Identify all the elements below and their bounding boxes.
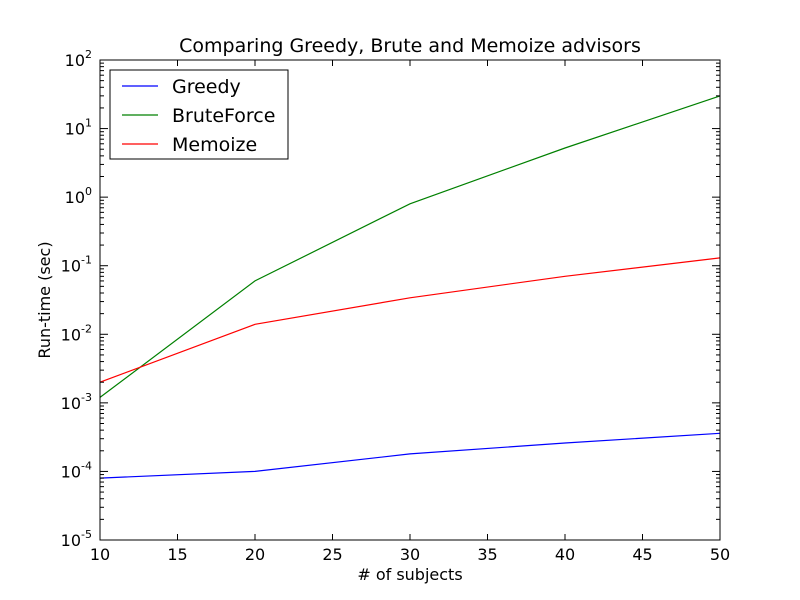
ticks-layer: 10 15 20 25 30 35 40 45 5010-510-410-310-210-110… [61, 48, 731, 564]
y-tick-base: 10 [61, 462, 81, 481]
x-axis-title: # of subjects [357, 565, 462, 584]
x-tick-label: 35 [477, 545, 497, 564]
x-tick-label: 10 [90, 545, 110, 564]
y-tick-exponent: -3 [81, 391, 92, 404]
y-tick-base: 10 [61, 394, 81, 413]
y-tick-label: 10-2 [61, 322, 92, 344]
x-tick-label: 25 [322, 545, 342, 564]
y-tick-base: 10 [65, 120, 85, 139]
y-tick-exponent: -1 [81, 254, 92, 267]
y-tick-label: 100 [65, 185, 92, 207]
y-tick-exponent: 2 [85, 48, 92, 61]
y-axis-title: Run-time (sec) [35, 241, 54, 358]
legend-label-memoize: Memoize [172, 134, 257, 156]
x-tick-label: 45 [632, 545, 652, 564]
y-tick-label: 10-1 [61, 254, 92, 276]
y-tick-label: 102 [65, 48, 92, 70]
y-tick-base: 10 [65, 51, 85, 70]
y-tick-label: 10-4 [61, 459, 92, 481]
y-tick-base: 10 [65, 188, 85, 207]
x-tick-label: 15 [167, 545, 187, 564]
y-tick-base: 10 [61, 325, 81, 344]
legend-label-greedy: Greedy [172, 76, 241, 98]
chart-title: Comparing Greedy, Brute and Memoize advi… [179, 35, 641, 57]
y-tick-exponent: 1 [85, 117, 92, 130]
y-tick-exponent: 0 [85, 185, 92, 198]
y-tick-label: 101 [65, 117, 92, 139]
x-tick-label: 50 [710, 545, 730, 564]
y-tick-label: 10-5 [61, 528, 92, 550]
legend-label-bruteforce: BruteForce [172, 105, 275, 127]
x-tick-label: 30 [400, 545, 420, 564]
series-layer [99, 95, 721, 479]
series-line-greedy [99, 432, 721, 479]
x-tick-label: 20 [245, 545, 265, 564]
y-tick-exponent: -5 [81, 528, 92, 541]
y-tick-exponent: -2 [81, 322, 92, 335]
y-tick-base: 10 [61, 257, 81, 276]
y-tick-base: 10 [61, 531, 81, 550]
y-tick-exponent: -4 [81, 459, 92, 472]
legend: Greedy BruteForce Memoize [109, 69, 289, 160]
x-tick-label: 40 [555, 545, 575, 564]
series-line-memoize [99, 257, 721, 383]
y-tick-label: 10-3 [61, 391, 92, 413]
series-line-bruteforce [99, 95, 721, 398]
